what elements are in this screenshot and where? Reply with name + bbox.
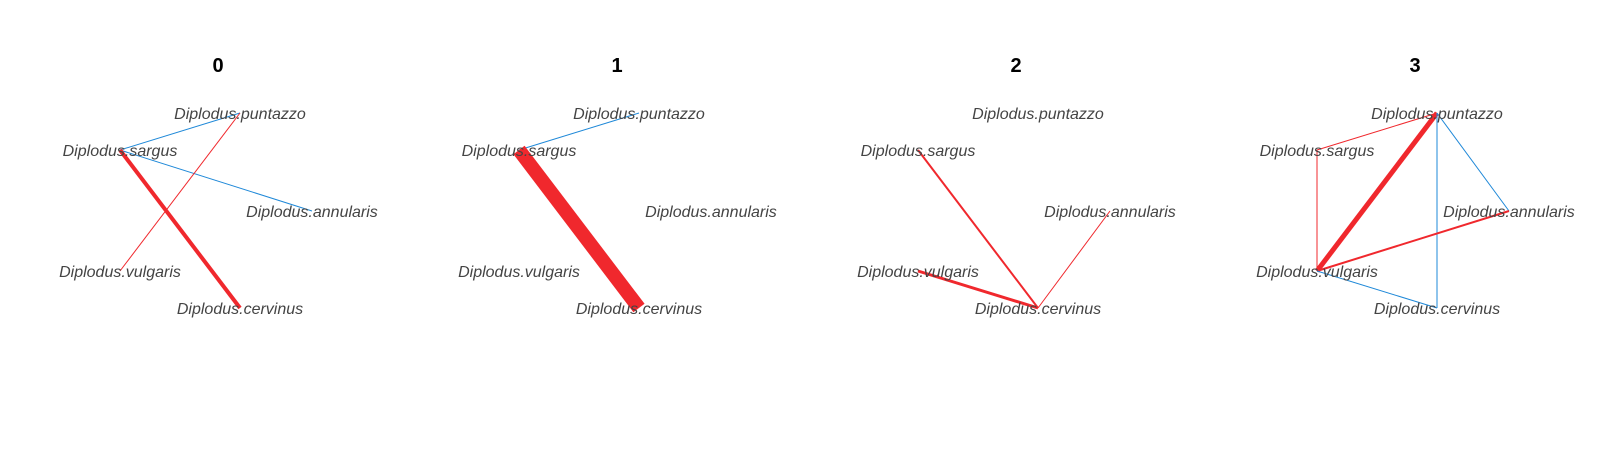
edge-diplodus-puntazzo-diplodus-vulgaris: [119, 112, 241, 272]
node-label-diplodus-sargus: Diplodus.sargus: [63, 143, 178, 160]
panel-title: 3: [1409, 55, 1420, 77]
node-label-diplodus-sargus: Diplodus.sargus: [1260, 143, 1375, 160]
panel-title: 1: [611, 55, 622, 77]
node-label-diplodus-annularis: Diplodus.annularis: [1443, 204, 1575, 221]
network-panel-2: 2 Diplodus.sargus Diplodus.puntazzo Diplodu…: [857, 55, 1176, 318]
edge-diplodus-puntazzo-diplodus-annularis: [1436, 112, 1510, 212]
edge-group: [118, 112, 313, 310]
node-label-diplodus-puntazzo: Diplodus.puntazzo: [573, 106, 705, 123]
node-label-diplodus-puntazzo: Diplodus.puntazzo: [1371, 106, 1503, 123]
node-label-diplodus-puntazzo: Diplodus.puntazzo: [174, 106, 306, 123]
node-label-diplodus-annularis: Diplodus.annularis: [1044, 204, 1176, 221]
node-label-diplodus-cervinus: Diplodus.cervinus: [1374, 301, 1500, 318]
edge-group: [917, 149, 1111, 310]
edge-diplodus-vulgaris-diplodus-annularis: [1316, 210, 1510, 272]
edge-diplodus-sargus-diplodus-puntazzo: [518, 112, 640, 151]
network-panel-3: 3 Diplodus.sargus Diplodus.puntazzo Diplodu…: [1256, 55, 1575, 318]
edge-group: [1315, 111, 1510, 309]
node-label-diplodus-cervinus: Diplodus.cervinus: [177, 301, 303, 318]
network-panel-0: 0 Diplodus.sargus Diplodus.puntazzo Diplodu…: [59, 55, 378, 318]
panel-title: 0: [212, 55, 223, 77]
edge-diplodus-puntazzo-diplodus-vulgaris: [1315, 111, 1439, 273]
edge-diplodus-sargus-diplodus-puntazzo: [1316, 112, 1438, 151]
edge-diplodus-annularis-diplodus-cervinus: [1037, 210, 1111, 309]
node-label-diplodus-vulgaris: Diplodus.vulgaris: [59, 264, 181, 281]
edge-diplodus-vulgaris-diplodus-cervinus: [917, 269, 1039, 310]
network-panel-1: 1 Diplodus.sargus Diplodus.puntazzo Diplodu…: [458, 55, 777, 318]
node-label-diplodus-vulgaris: Diplodus.vulgaris: [1256, 264, 1378, 281]
node-label-diplodus-puntazzo: Diplodus.puntazzo: [972, 106, 1104, 123]
node-label-diplodus-sargus: Diplodus.sargus: [861, 143, 976, 160]
node-label-diplodus-annularis: Diplodus.annularis: [645, 204, 777, 221]
node-label-diplodus-vulgaris: Diplodus.vulgaris: [857, 264, 979, 281]
panel-title: 2: [1010, 55, 1021, 77]
edge-group: [513, 112, 645, 313]
node-label-diplodus-sargus: Diplodus.sargus: [462, 143, 577, 160]
edge-diplodus-sargus-diplodus-annularis: [119, 149, 313, 212]
edge-diplodus-vulgaris-diplodus-cervinus: [1316, 270, 1438, 309]
node-label-diplodus-vulgaris: Diplodus.vulgaris: [458, 264, 580, 281]
node-label-diplodus-annularis: Diplodus.annularis: [246, 204, 378, 221]
node-label-diplodus-cervinus: Diplodus.cervinus: [975, 301, 1101, 318]
edge-diplodus-sargus-diplodus-cervinus: [118, 148, 242, 310]
edge-diplodus-sargus-diplodus-cervinus: [917, 149, 1039, 309]
edge-diplodus-sargus-diplodus-puntazzo: [119, 112, 241, 151]
node-label-diplodus-cervinus: Diplodus.cervinus: [576, 301, 702, 318]
edge-diplodus-sargus-diplodus-cervinus: [513, 145, 645, 313]
